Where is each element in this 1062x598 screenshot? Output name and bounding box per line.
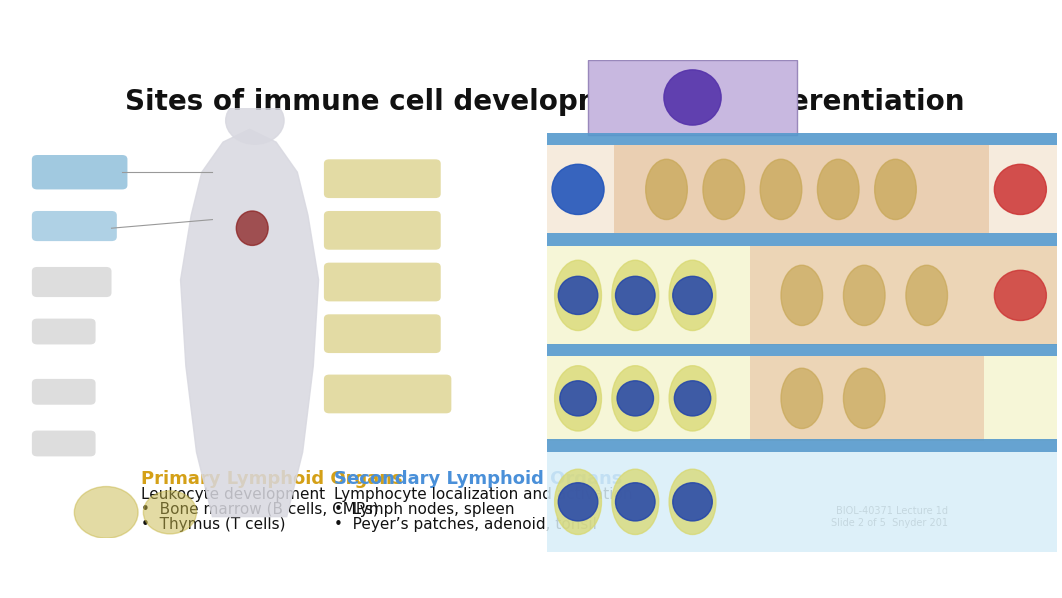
FancyBboxPatch shape [547,344,1057,356]
FancyBboxPatch shape [547,145,1057,233]
Text: •  Bone marrow (B cells, CMPs): • Bone marrow (B cells, CMPs) [141,502,379,517]
Circle shape [672,483,713,521]
Ellipse shape [703,159,744,219]
Ellipse shape [760,159,802,219]
Circle shape [616,276,655,315]
Ellipse shape [906,266,947,325]
Ellipse shape [669,366,716,431]
Circle shape [672,276,713,315]
FancyBboxPatch shape [32,211,117,241]
Circle shape [559,276,598,315]
Ellipse shape [669,469,716,535]
Ellipse shape [646,159,687,219]
FancyBboxPatch shape [324,315,441,353]
Circle shape [674,381,710,416]
FancyBboxPatch shape [547,233,1057,246]
Circle shape [617,381,653,416]
Circle shape [74,487,138,538]
Ellipse shape [669,260,716,331]
FancyBboxPatch shape [32,267,112,297]
Ellipse shape [554,469,601,535]
FancyBboxPatch shape [547,439,1057,451]
FancyBboxPatch shape [324,211,441,250]
Text: Secondary Lymphoid Organs: Secondary Lymphoid Organs [335,470,622,488]
Circle shape [994,270,1046,321]
Circle shape [143,491,196,534]
FancyBboxPatch shape [588,60,796,135]
Ellipse shape [612,260,658,331]
FancyBboxPatch shape [32,319,96,344]
FancyBboxPatch shape [547,133,1057,145]
FancyBboxPatch shape [547,451,1057,552]
FancyBboxPatch shape [750,356,983,441]
Text: Primary Lymphoid Organs: Primary Lymphoid Organs [141,470,402,488]
Ellipse shape [236,211,268,245]
Text: •  Lymph nodes, spleen: • Lymph nodes, spleen [335,502,515,517]
Circle shape [225,97,285,144]
Ellipse shape [843,266,885,325]
FancyBboxPatch shape [324,374,451,413]
Text: •  Thymus (T cells): • Thymus (T cells) [141,517,286,532]
Ellipse shape [554,260,601,331]
Ellipse shape [781,266,823,325]
FancyBboxPatch shape [324,263,441,301]
Circle shape [616,483,655,521]
Ellipse shape [818,159,859,219]
FancyBboxPatch shape [547,356,1057,441]
FancyBboxPatch shape [615,145,989,233]
Text: BIOL-40371 Lecture 1d
Slide 2 of 5  Snyder 201: BIOL-40371 Lecture 1d Slide 2 of 5 Snyde… [830,506,947,527]
Text: Lymphocyte localization and activation: Lymphocyte localization and activation [335,487,633,502]
Ellipse shape [612,366,658,431]
Ellipse shape [781,368,823,429]
Ellipse shape [875,159,917,219]
FancyBboxPatch shape [32,431,96,456]
FancyBboxPatch shape [750,246,1057,345]
Circle shape [994,164,1046,215]
FancyBboxPatch shape [547,246,1057,345]
FancyBboxPatch shape [324,159,441,198]
FancyBboxPatch shape [32,155,127,190]
Polygon shape [181,129,319,517]
Circle shape [552,164,604,215]
Ellipse shape [612,469,658,535]
Text: Sites of immune cell development and differentiation: Sites of immune cell development and dif… [124,88,964,116]
Circle shape [559,483,598,521]
Text: •  Peyer’s patches, adenoid, tonsil: • Peyer’s patches, adenoid, tonsil [335,517,597,532]
FancyBboxPatch shape [32,379,96,405]
Circle shape [560,381,596,416]
Ellipse shape [843,368,885,429]
Ellipse shape [554,366,601,431]
Text: Leukocyte development: Leukocyte development [141,487,325,502]
Circle shape [664,70,721,125]
